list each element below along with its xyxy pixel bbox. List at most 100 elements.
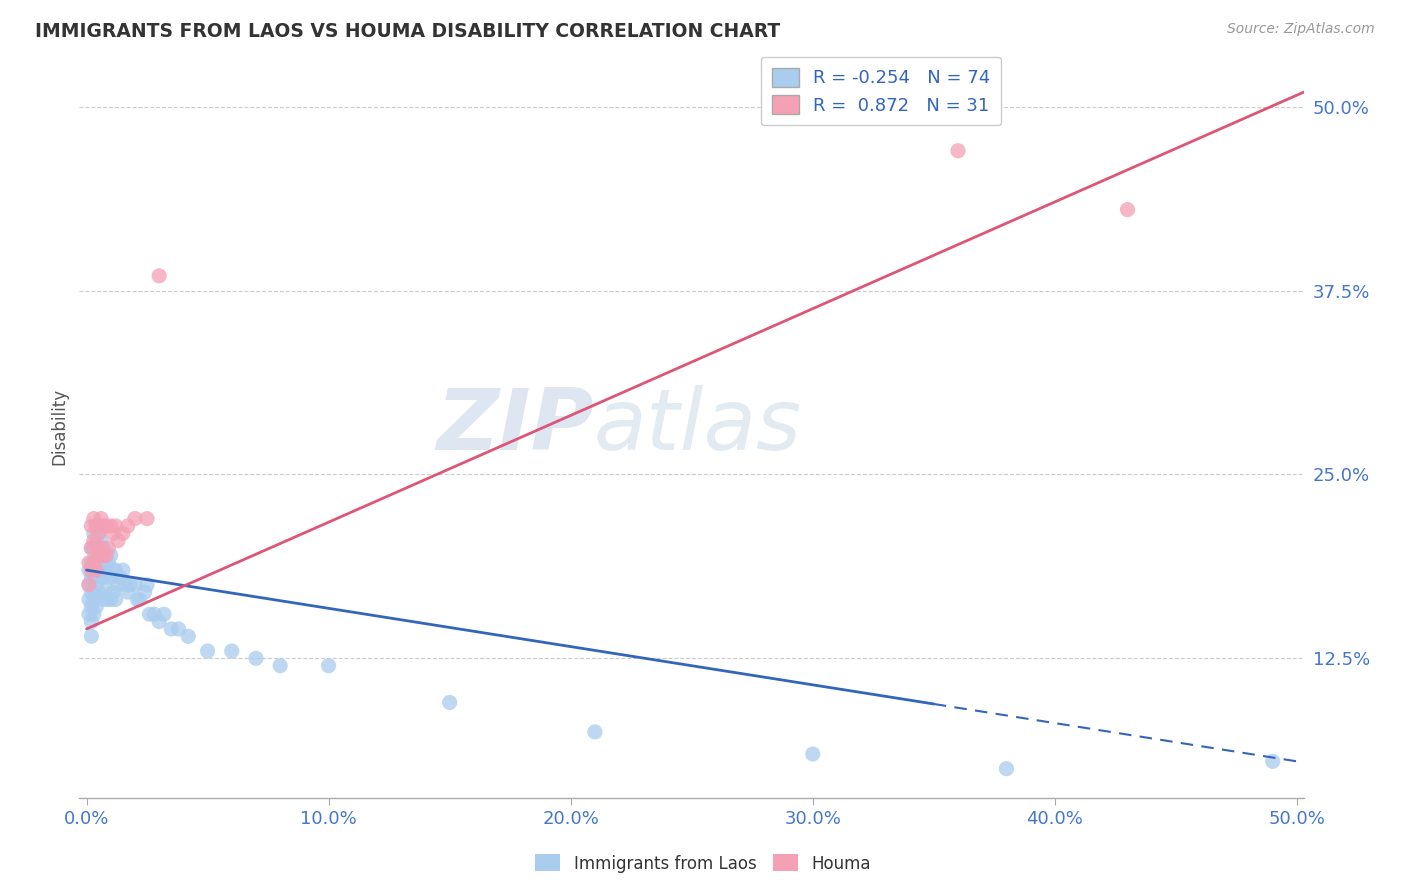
Point <box>160 622 183 636</box>
Point <box>995 762 1018 776</box>
Point <box>83 533 105 548</box>
Point <box>80 599 103 614</box>
Point <box>80 585 103 599</box>
Point <box>80 519 103 533</box>
Point <box>84 578 107 592</box>
Legend: R = -0.254   N = 74, R =  0.872   N = 31: R = -0.254 N = 74, R = 0.872 N = 31 <box>761 57 1001 126</box>
Point <box>117 585 139 599</box>
Point <box>111 563 134 577</box>
Point <box>94 519 117 533</box>
Point <box>94 585 117 599</box>
Text: IMMIGRANTS FROM LAOS VS HOUMA DISABILITY CORRELATION CHART: IMMIGRANTS FROM LAOS VS HOUMA DISABILITY… <box>35 22 780 41</box>
Point <box>100 570 122 584</box>
Point <box>124 578 146 592</box>
Point <box>80 563 103 577</box>
Point <box>93 549 115 563</box>
Point <box>101 585 124 599</box>
Point <box>318 658 340 673</box>
Point <box>83 570 105 584</box>
Point <box>946 144 969 158</box>
Point <box>245 651 267 665</box>
Point <box>93 556 115 570</box>
Point <box>97 570 120 584</box>
Point <box>153 607 176 622</box>
Point <box>83 592 105 607</box>
Point <box>84 519 107 533</box>
Point <box>84 519 107 533</box>
Point <box>87 585 110 599</box>
Point <box>127 592 149 607</box>
Point <box>134 585 156 599</box>
Point <box>84 599 107 614</box>
Point <box>84 533 107 548</box>
Point <box>83 556 105 570</box>
Point <box>107 533 129 548</box>
Point <box>77 563 100 577</box>
Point <box>114 578 136 592</box>
Point <box>100 549 122 563</box>
Point <box>104 563 127 577</box>
Point <box>84 563 107 577</box>
Point <box>93 592 115 607</box>
Point <box>83 541 105 555</box>
Point <box>138 607 160 622</box>
Point <box>90 541 112 555</box>
Point <box>87 541 110 555</box>
Point <box>801 747 824 761</box>
Point <box>167 622 190 636</box>
Point <box>101 526 124 541</box>
Point <box>1116 202 1139 217</box>
Point <box>221 644 243 658</box>
Point <box>77 556 100 570</box>
Point <box>80 541 103 555</box>
Point <box>111 526 134 541</box>
Point <box>97 541 120 555</box>
Point <box>117 519 139 533</box>
Point <box>80 629 103 643</box>
Point <box>77 607 100 622</box>
Point <box>84 541 107 555</box>
Point <box>107 578 129 592</box>
Point <box>83 556 105 570</box>
Point <box>94 549 117 563</box>
Point <box>148 268 170 283</box>
Point <box>136 511 159 525</box>
Point <box>128 592 150 607</box>
Point <box>80 615 103 629</box>
Point <box>90 570 112 584</box>
Point <box>110 570 132 584</box>
Point <box>90 549 112 563</box>
Point <box>1261 755 1284 769</box>
Point <box>100 592 122 607</box>
Point <box>136 578 159 592</box>
Point <box>104 592 127 607</box>
Point <box>269 658 291 673</box>
Text: atlas: atlas <box>593 385 801 468</box>
Point <box>77 578 100 592</box>
Point <box>77 592 100 607</box>
Point <box>143 607 166 622</box>
Point <box>583 725 606 739</box>
Point <box>77 578 100 592</box>
Point <box>83 526 105 541</box>
Point <box>97 556 120 570</box>
Point <box>90 511 112 525</box>
Point <box>80 556 103 570</box>
Point <box>80 541 103 555</box>
Point <box>87 526 110 541</box>
Point <box>87 549 110 563</box>
Point <box>90 533 112 548</box>
Point <box>101 563 124 577</box>
Y-axis label: Disability: Disability <box>51 388 67 466</box>
Point <box>120 578 142 592</box>
Point <box>104 519 127 533</box>
Point <box>97 592 120 607</box>
Point <box>124 511 146 525</box>
Point <box>87 526 110 541</box>
Point <box>80 570 103 584</box>
Point <box>197 644 219 658</box>
Text: ZIP: ZIP <box>436 385 593 468</box>
Point <box>439 696 461 710</box>
Point <box>94 549 117 563</box>
Point <box>177 629 200 643</box>
